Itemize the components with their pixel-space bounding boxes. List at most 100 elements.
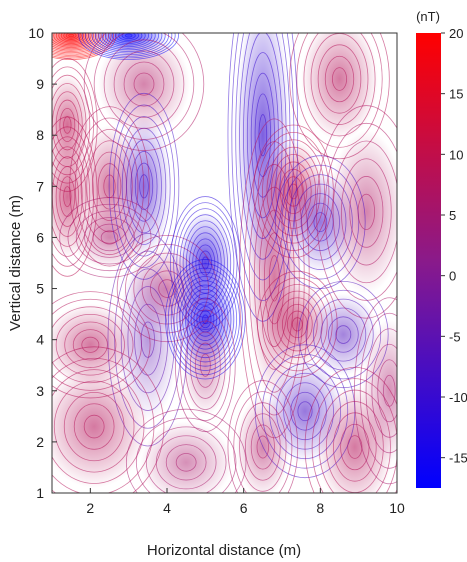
contour-line	[239, 33, 287, 260]
contour-line	[277, 297, 318, 352]
contour-line	[341, 158, 392, 266]
contour-line	[65, 33, 77, 39]
contour-line	[52, 136, 91, 257]
contour-line	[133, 72, 155, 96]
contour-line	[81, 336, 100, 353]
contour-line	[84, 217, 135, 258]
contour-line	[182, 284, 229, 354]
contour-line	[64, 321, 117, 368]
x-axis-label: Horizontal distance (m)	[147, 542, 301, 559]
contour-line	[52, 33, 102, 52]
contour-line	[52, 33, 107, 55]
contour-line	[135, 417, 237, 493]
colorbar-tick-label: 0	[449, 269, 456, 284]
contour-line	[268, 255, 280, 302]
contour-line	[86, 140, 133, 233]
contour-line	[53, 380, 135, 473]
x-tick-label: 4	[163, 500, 171, 516]
contour-line	[377, 359, 397, 423]
contour-line	[324, 122, 397, 301]
contour-line	[246, 52, 279, 219]
contour-line	[55, 99, 79, 151]
contour-line	[233, 391, 293, 493]
contour-line	[108, 92, 180, 280]
contour-line	[304, 366, 397, 493]
colorbar-tick-label: 15	[449, 87, 463, 102]
colorbar-tick-label: -10	[449, 390, 467, 405]
anomaly-patch	[362, 319, 397, 463]
contour-line	[83, 414, 105, 439]
contour-line	[63, 391, 125, 462]
contour-line	[359, 312, 397, 469]
contour-line	[184, 320, 226, 410]
contour-line	[199, 353, 211, 377]
contour-line	[108, 33, 149, 46]
contour-line	[118, 33, 140, 41]
contour-line	[256, 435, 270, 459]
anomaly-patch	[182, 314, 229, 417]
colorbar-tick-label: -5	[449, 329, 461, 344]
contour-lines	[52, 33, 397, 493]
contour-line	[60, 33, 82, 42]
contour-line	[182, 220, 228, 306]
contour-line	[100, 230, 119, 245]
contour-line	[55, 314, 125, 376]
contour-line	[297, 401, 313, 422]
contour-line	[83, 33, 205, 151]
contour-line	[78, 33, 179, 60]
contour-line	[58, 33, 85, 43]
contour-line	[275, 161, 312, 222]
contour-line	[266, 146, 321, 237]
contour-line	[170, 196, 241, 330]
colorbar-unit-label: (nT)	[416, 9, 440, 24]
contour-line	[192, 238, 219, 288]
contour-line	[52, 33, 114, 59]
contour-line	[262, 139, 325, 244]
contour-line	[107, 232, 189, 447]
colorbar	[416, 33, 441, 488]
contour-line	[98, 33, 159, 51]
contour-line	[59, 107, 76, 143]
contour-line	[175, 453, 197, 472]
x-tick-label: 8	[316, 500, 324, 516]
contour-line	[253, 124, 334, 259]
contour-line	[305, 289, 382, 380]
contour-line	[81, 33, 176, 59]
contour-line	[74, 117, 145, 256]
contour-line	[173, 271, 238, 367]
contour-line	[52, 33, 92, 47]
contour-line	[130, 151, 158, 222]
contour-line	[52, 306, 134, 384]
contour-line	[92, 223, 127, 252]
contour-line	[231, 33, 295, 301]
contour-line	[199, 310, 212, 329]
contour-line	[288, 183, 299, 200]
contour-line	[85, 33, 173, 57]
contour-line	[257, 131, 330, 251]
y-tick-label: 10	[28, 25, 44, 41]
contour-line	[303, 33, 376, 137]
contour-line	[176, 208, 235, 318]
contour-line	[52, 146, 87, 247]
y-tick-label: 9	[36, 76, 44, 92]
y-axis-label: Vertical distance (m)	[7, 195, 24, 331]
anomaly-patch	[301, 33, 378, 141]
contour-line	[176, 276, 235, 363]
contour-line	[261, 353, 349, 469]
contour-line	[179, 214, 232, 312]
contour-line	[113, 104, 175, 269]
contour-line	[262, 277, 333, 372]
contour-line	[67, 203, 152, 272]
contour-line	[139, 174, 149, 199]
contour-line	[313, 298, 374, 371]
contour-line	[125, 408, 247, 493]
contour-line	[73, 403, 115, 450]
contour-line	[123, 61, 165, 107]
contour-line	[155, 435, 217, 490]
contour-line	[116, 234, 218, 343]
contour-line	[194, 342, 216, 388]
contour-line	[72, 329, 108, 361]
contour-line	[91, 33, 166, 54]
contour-line	[97, 163, 122, 210]
plot-frame	[51, 32, 398, 494]
